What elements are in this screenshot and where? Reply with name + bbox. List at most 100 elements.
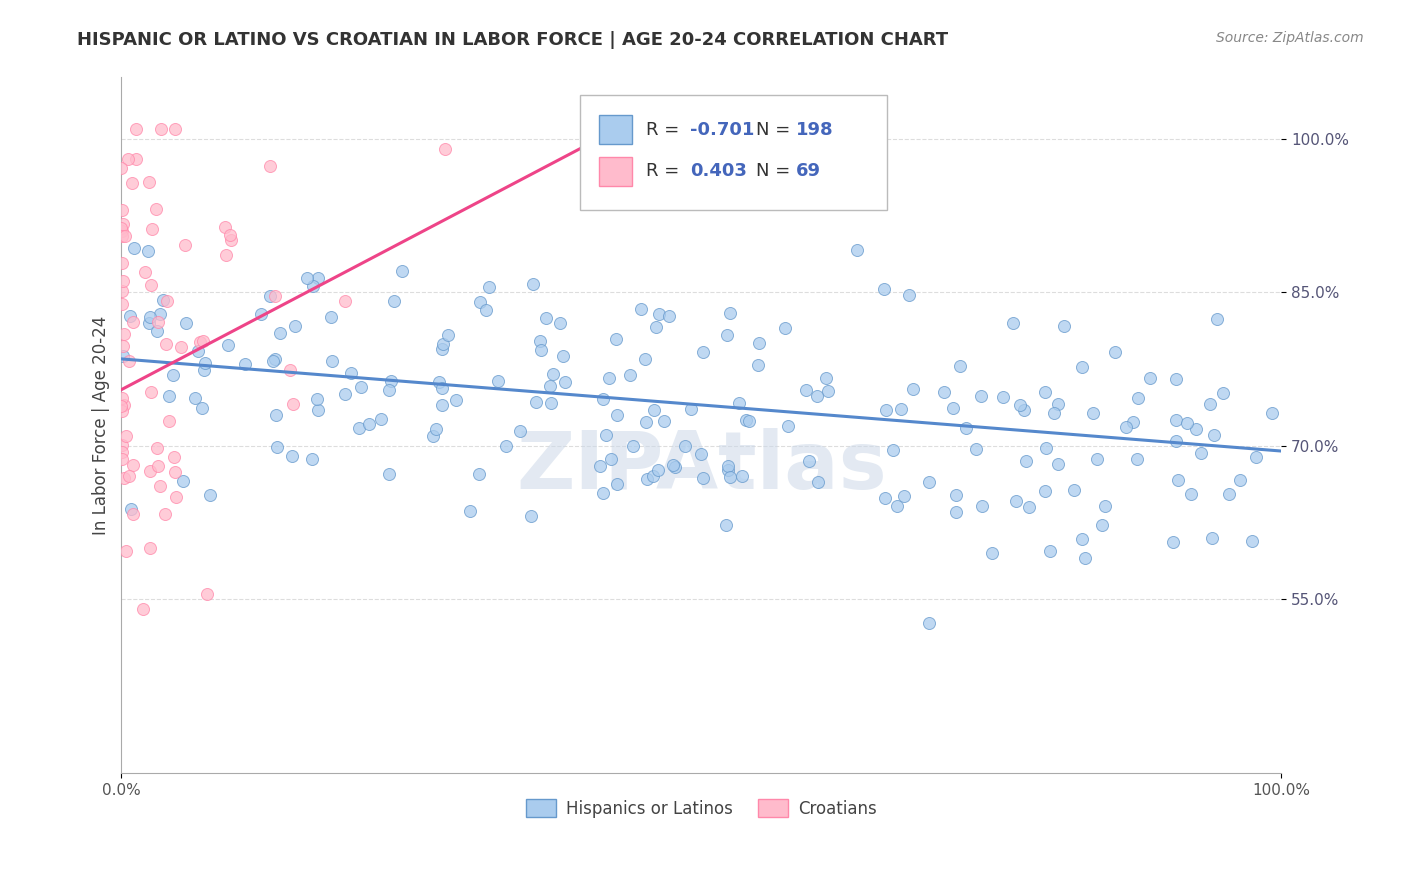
Point xyxy=(1175,416,1198,430)
Point xyxy=(807,475,830,490)
Point xyxy=(955,420,977,434)
Point xyxy=(145,324,167,338)
Point xyxy=(970,499,993,513)
Point xyxy=(321,353,343,368)
Point xyxy=(529,334,551,349)
Point xyxy=(882,442,904,457)
Point xyxy=(297,271,319,285)
Point xyxy=(172,475,194,489)
Point xyxy=(162,450,184,465)
Point xyxy=(797,454,820,468)
Point xyxy=(111,224,134,238)
Point xyxy=(165,121,187,136)
Point xyxy=(307,271,329,285)
Point xyxy=(647,307,669,321)
Point xyxy=(554,376,576,390)
Point xyxy=(1010,398,1032,412)
Point xyxy=(357,417,380,431)
Point xyxy=(1104,344,1126,359)
Point xyxy=(221,233,243,247)
Point xyxy=(118,354,141,368)
Point xyxy=(1122,415,1144,429)
Point xyxy=(1042,406,1064,420)
Point xyxy=(509,424,531,438)
Point xyxy=(124,121,146,136)
Point xyxy=(307,403,329,417)
Y-axis label: In Labor Force | Age 20-24: In Labor Force | Age 20-24 xyxy=(93,316,110,535)
Point xyxy=(716,328,738,343)
Point xyxy=(380,375,402,389)
Point xyxy=(875,491,897,505)
Point xyxy=(486,374,509,388)
Point xyxy=(1126,391,1149,405)
Point xyxy=(437,328,460,343)
Point xyxy=(217,338,239,352)
Point xyxy=(139,541,162,556)
Point xyxy=(647,463,669,477)
Point xyxy=(1018,500,1040,514)
Point xyxy=(132,602,155,616)
Point xyxy=(1015,454,1038,468)
Point xyxy=(432,337,454,351)
Point xyxy=(110,444,132,458)
Text: 198: 198 xyxy=(796,120,834,138)
Point xyxy=(1073,550,1095,565)
Point xyxy=(425,422,447,436)
Point xyxy=(692,471,714,485)
Point xyxy=(430,398,453,412)
Point xyxy=(1161,534,1184,549)
Point xyxy=(125,152,148,166)
Point xyxy=(110,161,132,176)
Point xyxy=(530,343,553,358)
Point xyxy=(520,508,543,523)
Point xyxy=(115,544,138,558)
Point xyxy=(1035,385,1057,400)
Point xyxy=(846,244,869,258)
Point xyxy=(218,227,240,242)
Point xyxy=(738,414,761,428)
Point xyxy=(875,403,897,417)
Point xyxy=(714,518,737,533)
Point xyxy=(264,409,287,423)
Point xyxy=(264,289,287,303)
Point xyxy=(643,403,665,417)
Point xyxy=(139,310,162,324)
Point xyxy=(1202,427,1225,442)
Point xyxy=(266,440,288,454)
Point xyxy=(634,415,657,429)
Point xyxy=(117,152,139,166)
Point xyxy=(1180,487,1202,501)
Point xyxy=(903,382,925,396)
Text: N =: N = xyxy=(756,162,796,180)
Point xyxy=(174,316,197,330)
Point xyxy=(595,428,617,442)
Point xyxy=(194,356,217,370)
Point xyxy=(735,413,758,427)
Text: 69: 69 xyxy=(796,162,821,180)
Point xyxy=(112,471,135,485)
Point xyxy=(333,387,356,401)
Point xyxy=(191,334,214,349)
Point xyxy=(278,363,301,377)
Point xyxy=(111,391,134,405)
Point xyxy=(522,277,544,292)
Point xyxy=(157,389,180,403)
Point xyxy=(339,366,361,380)
Point xyxy=(717,463,740,477)
Point xyxy=(444,393,467,408)
Point xyxy=(598,371,620,385)
Point xyxy=(146,315,169,329)
Point xyxy=(184,391,207,405)
Point xyxy=(382,293,405,308)
Point xyxy=(110,221,132,235)
Point xyxy=(141,385,163,400)
Point xyxy=(146,441,169,455)
Point xyxy=(215,248,238,262)
Point xyxy=(259,289,281,303)
Point xyxy=(1063,483,1085,497)
Point xyxy=(1115,419,1137,434)
Point xyxy=(643,468,665,483)
Point xyxy=(169,340,191,354)
Point xyxy=(474,302,496,317)
Point xyxy=(118,309,141,323)
